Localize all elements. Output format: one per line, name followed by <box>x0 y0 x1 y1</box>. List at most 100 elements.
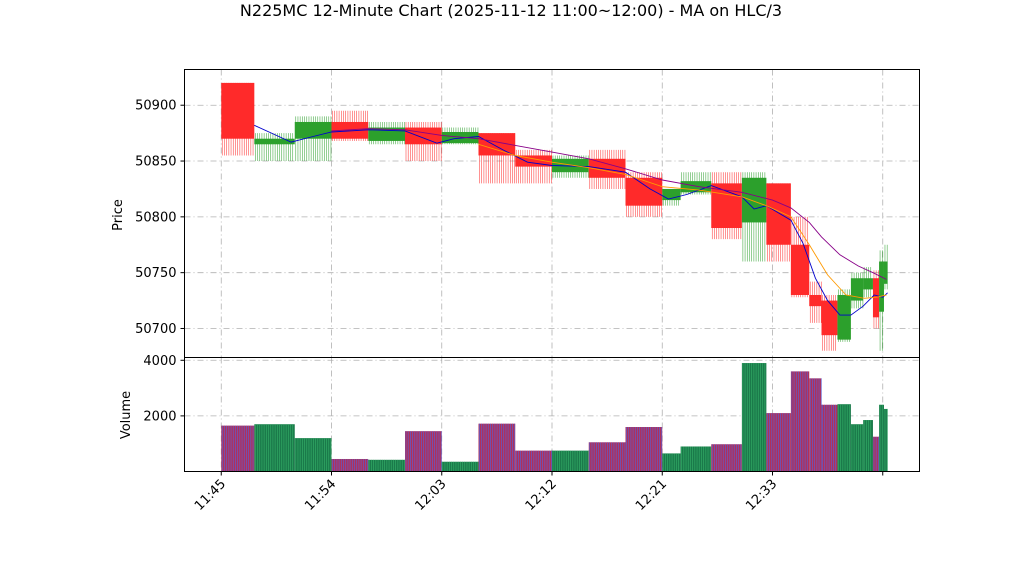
candle-body <box>478 133 516 156</box>
candle-body <box>879 261 884 312</box>
volume-bar-fill <box>809 378 822 472</box>
candle-body <box>837 294 851 340</box>
candle <box>478 133 516 184</box>
x-tick-label: 12:33 <box>743 477 780 514</box>
volume-bar-fill <box>863 420 873 472</box>
candle <box>515 149 552 184</box>
volume-bar <box>766 413 791 472</box>
x-tick-label: 11:45 <box>192 477 229 514</box>
candle-body <box>809 294 822 307</box>
volume-bar <box>850 424 864 472</box>
candle-body <box>680 181 712 193</box>
volume-bar <box>872 436 880 472</box>
volume-bars <box>221 363 888 472</box>
volume-y-ticks: 2000 4000 <box>143 354 185 424</box>
candle-body <box>441 132 479 144</box>
candle-body <box>883 261 888 284</box>
volume-bar <box>741 363 767 472</box>
candle <box>883 244 888 290</box>
candle-body <box>515 155 552 167</box>
candle <box>879 250 884 351</box>
volume-bar-fill <box>711 444 742 472</box>
volume-bar <box>711 444 742 472</box>
volume-tick-label: 4000 <box>143 354 176 369</box>
x-tick-label: 12:12 <box>523 477 560 514</box>
price-tick-label: 50750 <box>135 266 176 281</box>
volume-bar <box>662 453 681 472</box>
candle-body <box>662 188 681 201</box>
volume-bar <box>294 438 332 472</box>
volume-panel: 2000 4000 Volume <box>119 354 920 472</box>
moving-average-line <box>331 128 887 280</box>
volume-bar <box>883 408 888 472</box>
price-tick-label: 50800 <box>135 210 176 225</box>
candle <box>872 270 880 329</box>
volume-ylabel: Volume <box>119 391 134 439</box>
x-tick-label: 12:21 <box>633 477 670 514</box>
candle <box>837 289 851 342</box>
moving-average-lines <box>254 124 888 316</box>
volume-bar <box>588 442 626 472</box>
candle <box>821 294 838 351</box>
volume-bar <box>837 404 851 472</box>
volume-bar-fill <box>821 404 838 472</box>
candle <box>331 110 369 141</box>
candle <box>221 82 255 156</box>
candle <box>863 267 873 298</box>
price-tick-label: 50850 <box>135 155 176 170</box>
volume-bar <box>821 404 838 472</box>
x-tick-label: 12:03 <box>412 477 449 514</box>
candle-body <box>625 177 663 206</box>
volume-bar <box>625 427 663 472</box>
volume-bar <box>790 371 810 472</box>
volume-bar-fill <box>850 424 864 472</box>
candle <box>368 121 405 145</box>
volume-bar <box>254 424 295 472</box>
candle-body <box>850 278 864 301</box>
candle <box>790 216 810 298</box>
volume-bar <box>879 404 884 472</box>
price-y-ticks: 50700 50750 50800 50850 50900 <box>135 99 185 337</box>
volume-bar-fill <box>879 404 884 472</box>
candle <box>809 281 822 323</box>
volume-bar-fill <box>837 404 851 472</box>
candle-body <box>821 300 838 336</box>
volume-bar <box>809 378 822 472</box>
candle <box>294 116 332 162</box>
x-axis-ticks: 11:45 11:54 12:03 12:12 12:21 12:33 <box>192 471 884 514</box>
price-ylabel: Price <box>111 199 126 231</box>
volume-bar-fill <box>680 446 712 472</box>
price-tick-label: 50900 <box>135 99 176 114</box>
candle-body <box>863 278 873 290</box>
candle <box>405 121 442 162</box>
chart-title: N225MC 12-Minute Chart (2025-11-12 11:00… <box>240 1 782 20</box>
volume-bar <box>478 423 516 472</box>
volume-bar <box>863 420 873 472</box>
moving-average-line <box>478 143 887 299</box>
candle <box>850 272 864 309</box>
candle-body <box>766 183 791 245</box>
volume-bar <box>552 450 589 472</box>
candle <box>254 133 295 162</box>
candle-body <box>790 244 810 295</box>
candle <box>766 183 791 262</box>
candle-body <box>221 82 255 139</box>
price-grid <box>184 69 920 358</box>
moving-average-line <box>254 124 888 316</box>
price-tick-label: 50700 <box>135 322 176 337</box>
volume-bar <box>221 425 255 472</box>
candle <box>711 172 742 240</box>
volume-bar <box>441 461 479 472</box>
candle-body <box>872 278 880 318</box>
volume-bar <box>515 450 552 472</box>
candle-body <box>405 127 442 145</box>
volume-tick-label: 2000 <box>143 409 176 424</box>
volume-bar-fill <box>254 424 295 472</box>
candle-body <box>741 177 767 223</box>
candle-body <box>552 158 589 173</box>
volume-bar-fill <box>883 408 888 472</box>
candle <box>625 172 663 217</box>
x-tick-label: 11:54 <box>302 477 339 514</box>
volume-bar <box>680 446 712 472</box>
